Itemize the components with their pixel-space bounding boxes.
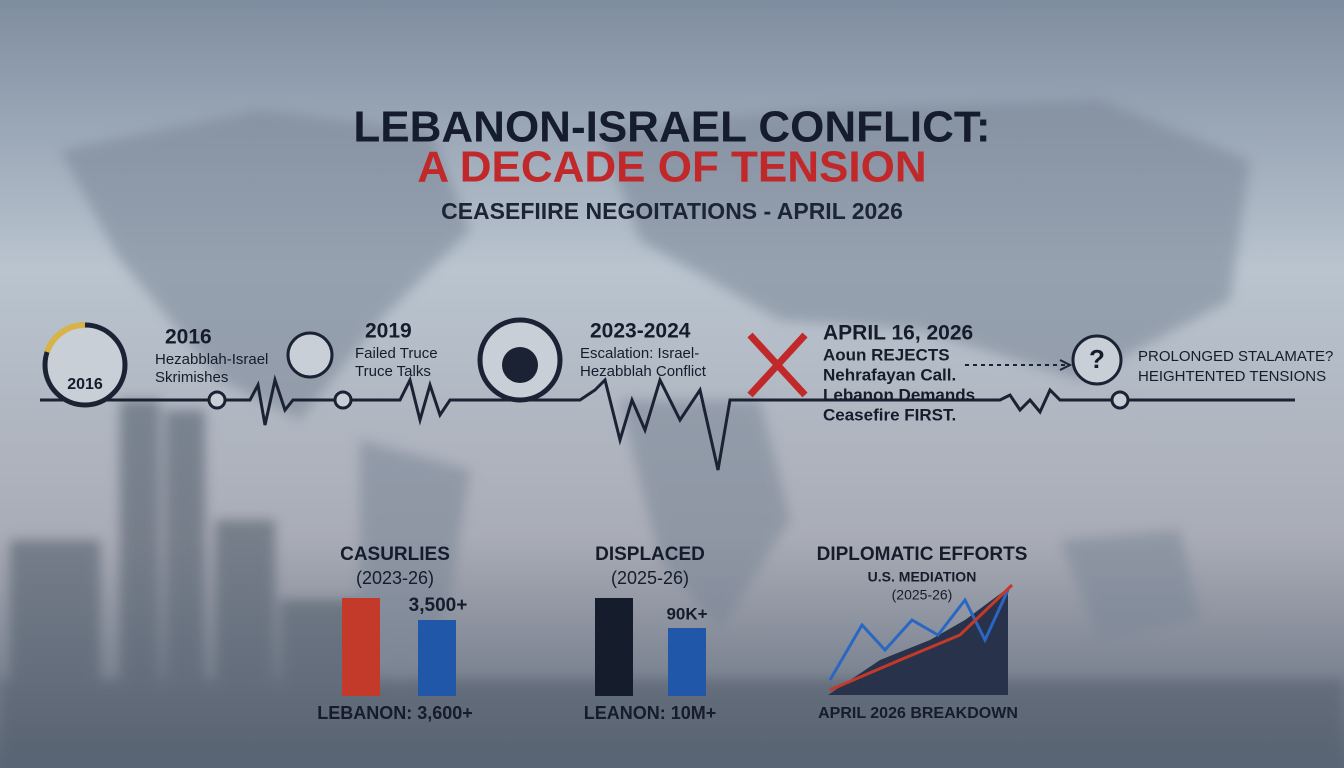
node	[333, 390, 353, 410]
bar-decoration	[342, 598, 380, 696]
event-text: Escalation: Israel-	[580, 345, 699, 362]
area-decoration	[828, 588, 1008, 695]
event-text: Nehrafayan Call.	[823, 365, 956, 384]
event-date: 2016	[165, 326, 212, 349]
trend-decoration	[829, 583, 1014, 692]
event-text: Hezabblah-Israel	[155, 351, 268, 368]
event-text: PROLONGED STALAMATE?	[1138, 348, 1333, 365]
event-text: Truce Talks	[355, 363, 431, 380]
bar-decoration	[418, 620, 456, 696]
panel-figure: 90K+	[666, 604, 707, 623]
panel-figure: 3,500+	[409, 595, 468, 616]
event-text: Skrimishes	[155, 369, 228, 386]
panel-title: DISPLACED	[595, 544, 705, 565]
panel-period: (2025-26)	[892, 587, 953, 603]
bar-decoration	[668, 628, 706, 696]
question-icon: ?	[1089, 344, 1105, 374]
event-text: Lebanon Demands	[823, 385, 975, 404]
panel-caption: APRIL 2026 BREAKDOWN	[818, 705, 1018, 722]
icon-circle	[286, 331, 334, 379]
panel-caption: LEBANON: 3,600+	[317, 703, 473, 723]
panel-period: (2025-26)	[611, 568, 689, 588]
title-accent: A DECADE OF TENSION	[417, 143, 926, 192]
panel-title: CASURLIES	[340, 544, 450, 565]
timeline	[40, 359, 1295, 471]
explosion-icon	[502, 347, 538, 383]
panel-period: (2023-26)	[356, 568, 434, 588]
panel-subtitle: U.S. MEDIATION	[868, 569, 977, 585]
event-text: HEIGHTENTED TENSIONS	[1138, 368, 1326, 385]
panel-title: DIPLOMATIC EFFORTS	[817, 544, 1028, 565]
badge-year: 2016	[67, 376, 103, 393]
event-date: 2023-2024	[590, 320, 691, 343]
event-text: Aoun REJECTS	[823, 345, 950, 364]
node	[207, 390, 227, 410]
bar-decoration	[595, 598, 633, 696]
panel-caption: LEANON: 10M+	[584, 703, 717, 723]
reject-mark	[747, 332, 808, 398]
event-text: Ceasefire FIRST.	[823, 405, 956, 424]
event-date: 2019	[365, 320, 412, 343]
badge-arc	[44, 321, 86, 354]
world-map	[60, 100, 1250, 700]
event-text: Hezabblah Conflict	[580, 363, 707, 380]
event-date: APRIL 16, 2026	[823, 322, 973, 345]
event-text: Failed Truce	[355, 345, 438, 362]
node	[1110, 390, 1130, 410]
icon-circle	[1071, 334, 1123, 386]
title: LEBANON-ISRAEL CONFLICT:	[353, 103, 990, 152]
subtitle: CEASEFIIRE NEGOITATIONS - APRIL 2026	[441, 198, 903, 224]
line-decoration	[828, 589, 1010, 681]
